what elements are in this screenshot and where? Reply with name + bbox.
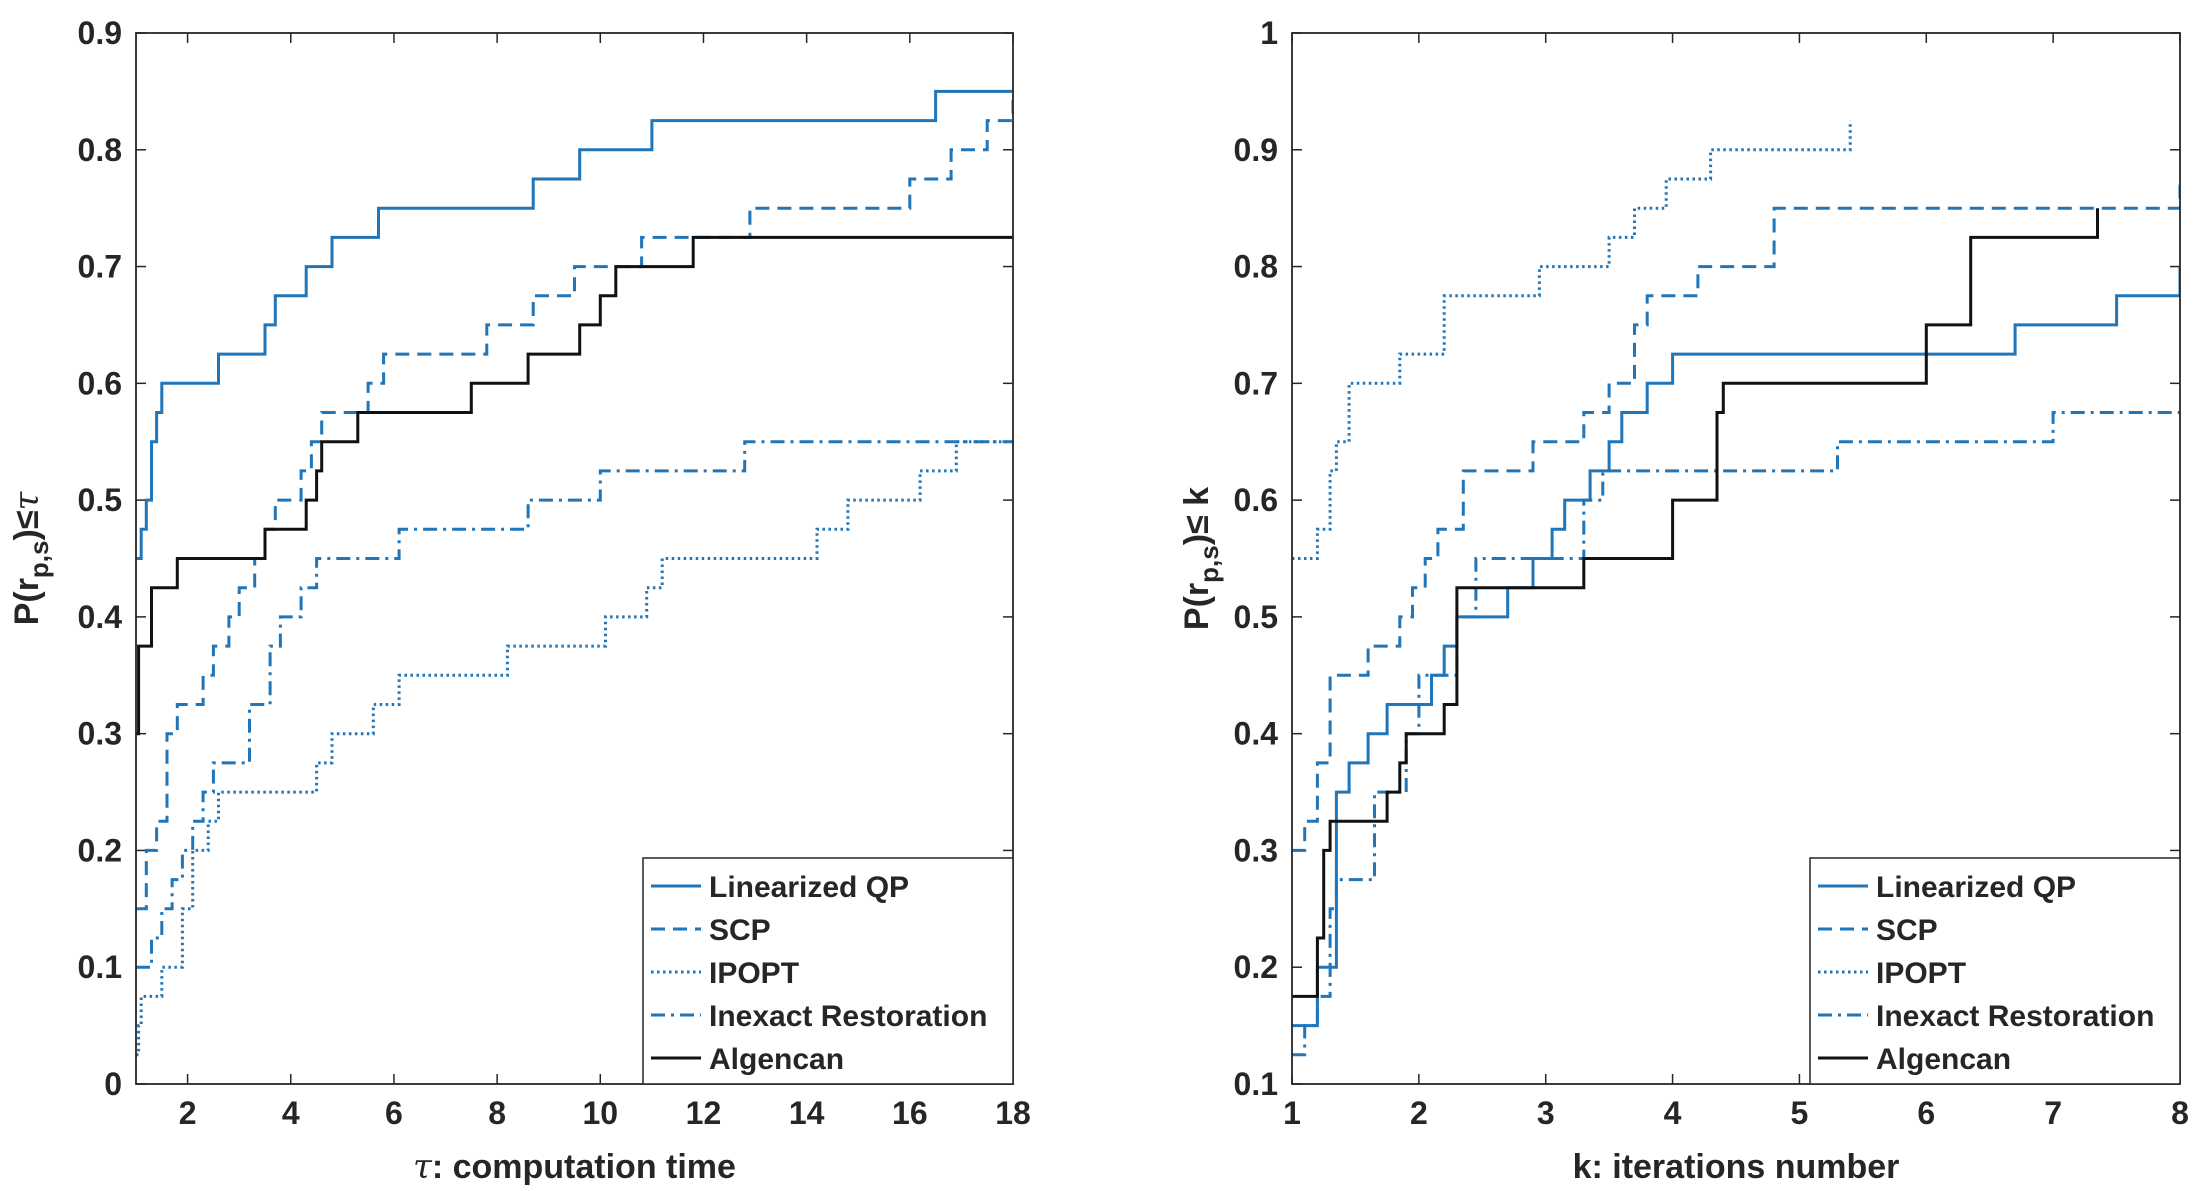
x-axis-label: k: iterations number — [1573, 1148, 1900, 1186]
x-tick-label: 2 — [179, 1095, 197, 1131]
y-label-symbol: τ — [7, 491, 47, 511]
legend-label: SCP — [709, 914, 771, 947]
y-tick-label: 0 — [104, 1066, 122, 1102]
y-tick-label: 0.7 — [78, 249, 122, 285]
x-axis-label: τ: computation time — [413, 1147, 736, 1187]
x-tick-label: 6 — [1917, 1095, 1935, 1131]
legend-label: IPOPT — [709, 957, 799, 990]
y-tick-label: 0.6 — [1234, 482, 1278, 518]
series-line-inexact-restoration — [136, 440, 1013, 969]
axes-box — [135, 32, 1014, 1085]
x-axis-text: k: iterations number — [1573, 1148, 1900, 1186]
y-label-subscript: p,s — [24, 540, 54, 578]
x-tick-label: 5 — [1791, 1095, 1809, 1131]
x-tick-label: 1 — [1283, 1095, 1301, 1131]
left-panel: 2 4 6 8 10 12 14 16 18 0 0.1 0.2 0.3 0.4 0.5 0.6 0.7 0.8 0… — [7, 15, 1031, 1187]
x-tick-label: 18 — [995, 1095, 1031, 1131]
y-label-subscript: p,s — [1194, 545, 1224, 583]
right-panel: 1 2 3 4 5 6 7 8 0.1 0.2 0.3 0.4 0.5 0.6 0.7 0.8 0.9 1 Line… — [1178, 15, 2189, 1186]
legend-label: SCP — [1876, 914, 1938, 947]
series-line-scp — [1292, 184, 2180, 852]
y-tick-label: 0.9 — [78, 15, 122, 51]
legend-label: Algencan — [1876, 1043, 2011, 1076]
y-axis-label: P(rp,s)≤ k — [1178, 487, 1224, 630]
y-axis-label: P(rp,s)≤τ — [7, 491, 54, 626]
y-tick-label: 0.2 — [78, 832, 122, 868]
x-tick-label: 12 — [686, 1095, 722, 1131]
y-tick-label: 0.1 — [78, 949, 122, 985]
x-tick-label: 16 — [892, 1095, 928, 1131]
y-tick-label: 0.1 — [1234, 1066, 1278, 1102]
x-tick-label: 4 — [282, 1095, 300, 1131]
y-tick-label: 0.9 — [1234, 132, 1278, 168]
y-tick-label: 0.7 — [1234, 365, 1278, 401]
x-tick-label: 7 — [2044, 1095, 2062, 1131]
y-tick-label: 0.3 — [78, 716, 122, 752]
y-tick-label: 0.6 — [78, 365, 122, 401]
legend-box — [1809, 857, 2181, 1085]
legend-label: IPOPT — [1876, 957, 1966, 990]
series-line-ipopt — [1292, 120, 1852, 560]
y-tick-label: 1 — [1260, 15, 1278, 51]
x-tick-label: 10 — [582, 1095, 618, 1131]
axes-box — [1291, 32, 2181, 1085]
x-tick-label: 14 — [789, 1095, 825, 1131]
y-tick-label: 0.4 — [78, 599, 123, 635]
x-tick-label: 8 — [2171, 1095, 2189, 1131]
legend-label: Algencan — [709, 1043, 844, 1076]
x-tick-label: 2 — [1410, 1095, 1428, 1131]
series-line-ipopt — [136, 440, 1013, 1057]
y-tick-label: 0.4 — [1234, 716, 1279, 752]
legend-label: Inexact Restoration — [1876, 1000, 2154, 1033]
y-label-tail: )≤ k — [1178, 487, 1216, 545]
legend-label: Inexact Restoration — [709, 1000, 987, 1033]
y-label-base: P(r — [8, 578, 46, 625]
x-tick-label: 3 — [1537, 1095, 1555, 1131]
x-tick-label: 4 — [1664, 1095, 1682, 1131]
x-axis-text: : computation time — [432, 1148, 736, 1186]
legend: Linearized QP SCP IPOPT Inexact Restoration… — [642, 857, 1014, 1085]
x-axis-symbol: τ — [413, 1147, 433, 1187]
series-line-algencan — [136, 235, 1013, 736]
y-label-base: P(r — [1178, 583, 1216, 630]
series-line-linearized-qp — [136, 89, 1013, 560]
legend-box — [642, 857, 1014, 1085]
y-tick-label: 0.8 — [1234, 249, 1278, 285]
series-line-inexact-restoration — [1292, 411, 2180, 1057]
y-tick-label: 0.8 — [78, 132, 122, 168]
series-line-algencan — [1292, 208, 2099, 998]
x-tick-label: 6 — [385, 1095, 403, 1131]
legend-label: Linearized QP — [709, 871, 909, 904]
y-tick-label: 0.2 — [1234, 949, 1278, 985]
series-line-scp — [136, 91, 1013, 911]
y-label-tail: )≤ — [8, 511, 46, 541]
y-tick-label: 0.5 — [78, 482, 122, 518]
legend-label: Linearized QP — [1876, 871, 2076, 904]
y-tick-label: 0.5 — [1234, 599, 1278, 635]
legend: Linearized QP SCP IPOPT Inexact Restoration… — [1809, 857, 2181, 1085]
y-tick-label: 0.3 — [1234, 832, 1278, 868]
x-tick-label: 8 — [488, 1095, 506, 1131]
